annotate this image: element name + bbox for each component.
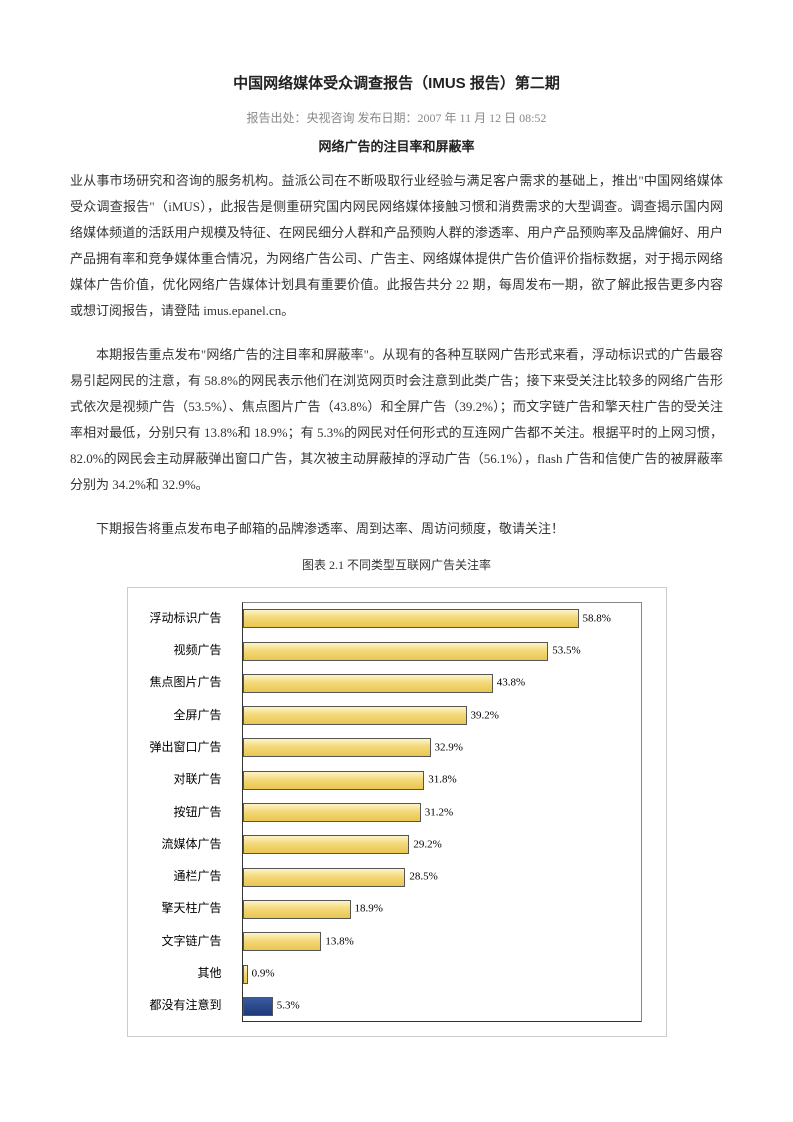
chart-y-label: 对联广告	[173, 773, 221, 785]
chart-bar-row	[243, 642, 549, 661]
chart-bar-row	[243, 803, 421, 822]
chart-y-label: 流媒体广告	[161, 838, 221, 850]
chart-bar-row	[243, 674, 493, 693]
chart-y-label: 文字链广告	[161, 935, 221, 947]
chart-bar-row	[243, 706, 467, 725]
chart-bar	[243, 706, 467, 725]
chart-container: 浮动标识广告视频广告焦点图片广告全屏广告弹出窗口广告对联广告按钮广告流媒体广告通…	[127, 587, 667, 1037]
chart-bar	[243, 738, 431, 757]
chart-bar-row	[243, 771, 425, 790]
chart-value-label: 0.9%	[252, 969, 275, 980]
chart-bar-row	[243, 997, 273, 1016]
chart-value-label: 58.8%	[583, 613, 611, 624]
chart-bar	[243, 642, 549, 661]
paragraph-3: 下期报告将重点发布电子邮箱的品牌渗透率、周到达率、周访问频度，敬请关注！	[70, 516, 723, 542]
chart-y-label: 全屏广告	[173, 709, 221, 721]
chart-value-label: 39.2%	[471, 710, 499, 721]
chart-y-label: 其他	[197, 967, 221, 979]
chart-bar-row	[243, 932, 322, 951]
page-subtitle: 报告出处：央视咨询 发布日期：2007 年 11 月 12 日 08:52	[70, 107, 723, 130]
chart-plot-area: 58.8% 53.5% 43.8% 39.2% 32.9% 31.8% 31.2% 29.2%…	[242, 602, 642, 1022]
chart-y-label: 按钮广告	[173, 806, 221, 818]
chart-bar	[243, 965, 248, 984]
chart-title: 图表 2.1 不同类型互联网广告关注率	[70, 554, 723, 577]
chart-y-label: 擎天柱广告	[161, 902, 221, 914]
chart-bar-row	[243, 868, 406, 887]
chart-value-label: 43.8%	[497, 678, 525, 689]
spacer	[70, 328, 723, 342]
chart-bar	[243, 900, 351, 919]
chart-bar	[243, 835, 410, 854]
chart-y-label: 都没有注意到	[149, 999, 221, 1011]
chart-value-label: 29.2%	[413, 839, 441, 850]
chart-bar-row	[243, 609, 579, 628]
chart-value-label: 53.5%	[552, 646, 580, 657]
chart-bar	[243, 771, 425, 790]
chart-bar-row	[243, 900, 351, 919]
chart-y-labels: 浮动标识广告视频广告焦点图片广告全屏广告弹出窗口广告对联广告按钮广告流媒体广告通…	[128, 602, 228, 1022]
chart-value-label: 18.9%	[355, 904, 383, 915]
chart-value-label: 32.9%	[435, 742, 463, 753]
chart-y-label: 焦点图片广告	[149, 676, 221, 688]
chart-bar	[243, 932, 322, 951]
chart-y-label: 视频广告	[173, 644, 221, 656]
chart-value-label: 13.8%	[325, 936, 353, 947]
section-title: 网络广告的注目率和屏蔽率	[70, 135, 723, 160]
chart-y-label: 通栏广告	[173, 870, 221, 882]
chart-bar	[243, 609, 579, 628]
chart-value-label: 5.3%	[277, 1001, 300, 1012]
chart-value-label: 31.8%	[428, 775, 456, 786]
paragraph-2: 本期报告重点发布"网络广告的注目率和屏蔽率"。从现有的各种互联网广告形式来看，浮…	[70, 342, 723, 498]
chart-y-label: 浮动标识广告	[149, 612, 221, 624]
chart-y-label: 弹出窗口广告	[149, 741, 221, 753]
chart-bar	[243, 803, 421, 822]
chart-bar-row	[243, 738, 431, 757]
chart-bar	[243, 868, 406, 887]
chart-value-label: 31.2%	[425, 807, 453, 818]
chart-bar	[243, 997, 273, 1016]
paragraph-1: 业从事市场研究和咨询的服务机构。益派公司在不断吸取行业经验与满足客户需求的基础上…	[70, 168, 723, 324]
chart-bar	[243, 674, 493, 693]
page-title: 中国网络媒体受众调查报告（IMUS 报告）第二期	[70, 70, 723, 99]
spacer	[70, 502, 723, 516]
chart-bar-row	[243, 965, 248, 984]
chart-value-label: 28.5%	[409, 872, 437, 883]
chart-bar-row	[243, 835, 410, 854]
